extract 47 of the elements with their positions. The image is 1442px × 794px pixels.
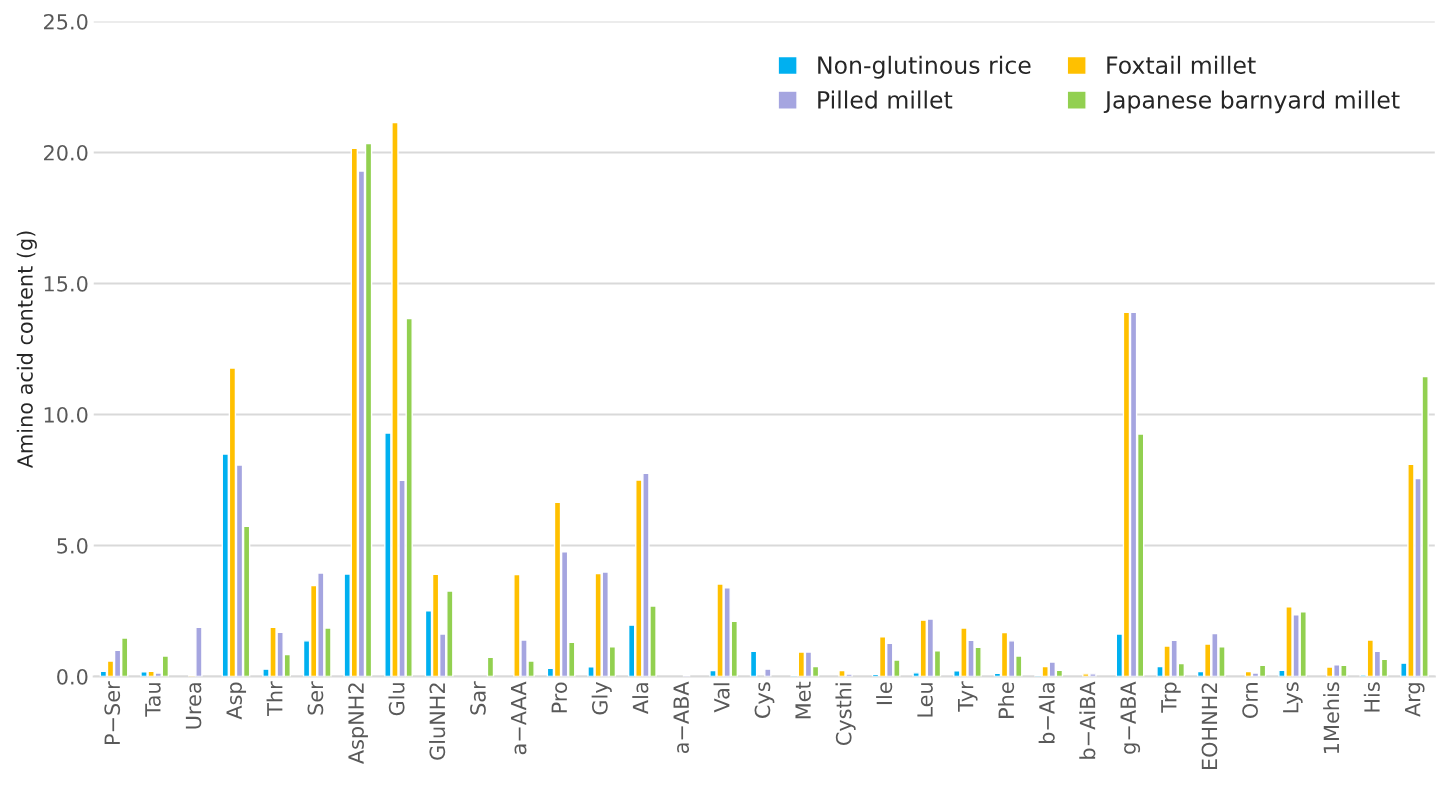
x-tick-label: Ser [307, 681, 324, 715]
x-tick-label: 1Mehis [1323, 682, 1340, 753]
x-tick-label: Trp [1161, 682, 1181, 713]
legend-label: Non-glutinous rice [818, 55, 1031, 79]
x-tick-label: Glu [388, 683, 405, 716]
x-tick-label: Met [795, 681, 811, 719]
x-tick-label: Phe [998, 682, 1015, 718]
x-tick-label: Tau [145, 683, 161, 717]
x-tick-label: Arg [1405, 683, 1425, 717]
bar [486, 656, 495, 677]
x-tick-label: Gly [591, 681, 612, 715]
y-tick-label: 10.0 [44, 406, 88, 423]
x-tick-label: g−ABA [1120, 681, 1141, 754]
x-tick-label: b−Ala [1038, 683, 1055, 743]
x-tick-label: b−AiBA [1079, 681, 1096, 759]
x-tick-label: Urea [185, 683, 202, 729]
legend-label: Foxtail millet [1107, 55, 1256, 75]
x-tick-label: a−AAA [510, 681, 527, 755]
x-tick-label: His [1363, 682, 1380, 712]
x-tick-label: GluNH2 [429, 683, 446, 760]
bar [749, 650, 758, 677]
x-tick-label: Lys [1283, 682, 1303, 713]
x-tick-label: EOHNH2 [1201, 683, 1218, 770]
y-axis-title: Amino acid content (g) [16, 231, 37, 469]
x-tick-label: Val [713, 683, 730, 713]
y-tick-label: 20.0 [44, 144, 88, 161]
x-tick-label: Cys [754, 682, 775, 718]
x-tick-label: Pro [551, 682, 568, 713]
legend-label: Japanese barnyard millet [1103, 90, 1400, 114]
x-tick-label: P−Ser [104, 681, 121, 744]
x-tick-label: Ile [876, 682, 893, 705]
x-tick-label: a−ABA [673, 681, 690, 754]
x-tick-label: Sar [470, 681, 486, 715]
y-tick-label: 15.0 [44, 275, 88, 292]
legend-label: Pilled millet [818, 90, 953, 109]
y-tick-label: 25.0 [44, 13, 88, 30]
x-tick-label: Cysthi [835, 683, 856, 746]
x-tick-label: Asp [226, 682, 247, 720]
x-tick-label: AspNH2 [348, 683, 368, 765]
x-tick-label: Thr [266, 681, 283, 716]
bar [764, 668, 772, 677]
y-tick-label: 5.0 [57, 537, 88, 554]
y-tick-label: 0.0 [57, 668, 88, 685]
x-tick-label: Orn [1242, 683, 1258, 718]
x-tick-label: Leu [917, 683, 933, 717]
x-tick-label: Tyr [958, 681, 978, 712]
x-tick-label: Ala [632, 683, 649, 714]
